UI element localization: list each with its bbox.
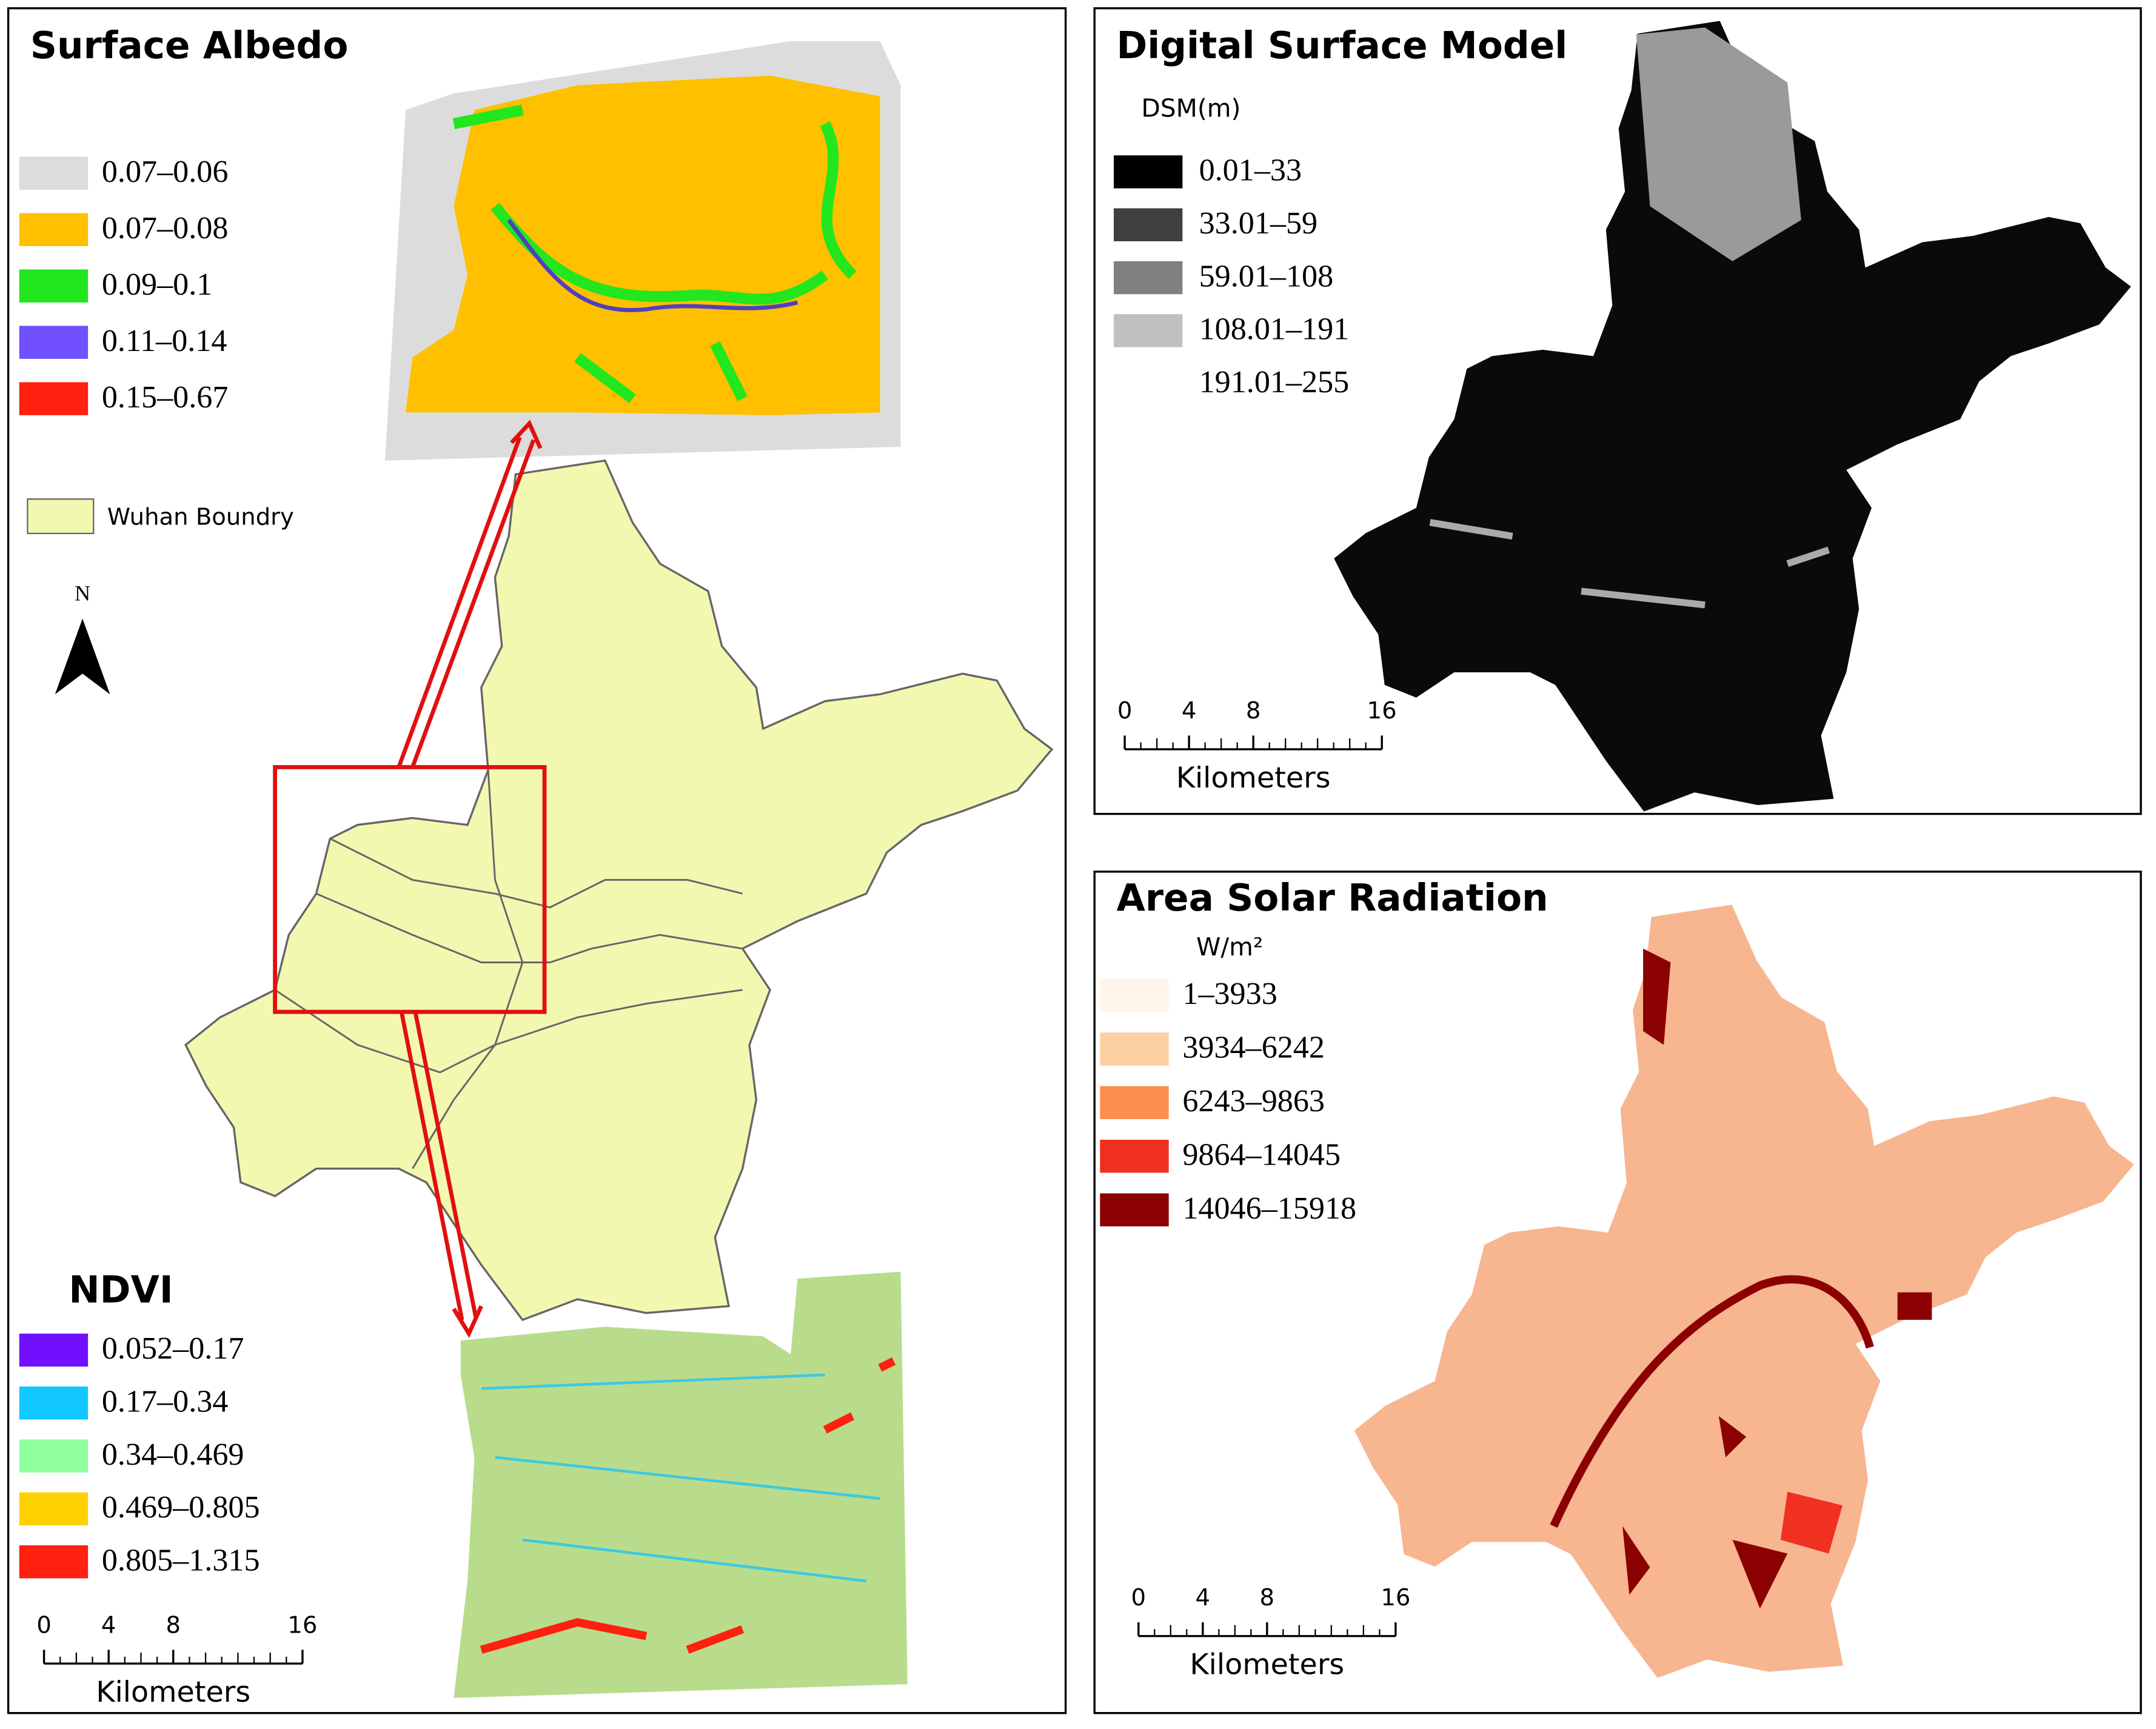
north-arrow bbox=[55, 618, 110, 695]
legend-swatch bbox=[19, 156, 89, 190]
arrow-down bbox=[399, 1011, 483, 1339]
boundary-label: Wuhan Boundry bbox=[107, 503, 294, 530]
albedo-title: Surface Albedo bbox=[30, 24, 349, 67]
legend-swatch bbox=[1113, 261, 1183, 295]
legend-label: 14046–15918 bbox=[1182, 1191, 1356, 1226]
boundary-swatch bbox=[27, 498, 95, 535]
legend-label: 0.052–0.17 bbox=[102, 1331, 244, 1366]
ndvi-highlights bbox=[480, 1357, 896, 1654]
dsm-hills bbox=[1429, 519, 1830, 609]
legend-label: 1–3933 bbox=[1182, 977, 1277, 1011]
legend-swatch bbox=[19, 213, 89, 246]
legend-swatch bbox=[1100, 978, 1169, 1012]
legend-label: 0.469–0.805 bbox=[102, 1490, 260, 1525]
legend-swatch bbox=[1100, 1193, 1169, 1226]
legend-label: 33.01–59 bbox=[1199, 206, 1318, 241]
legend-label: 0.07–0.08 bbox=[102, 211, 229, 246]
legend-label: 0.805–1.315 bbox=[102, 1543, 260, 1577]
scale-label: 4 bbox=[1182, 697, 1197, 724]
legend-swatch bbox=[19, 1492, 89, 1526]
north-label: N bbox=[75, 581, 90, 605]
ndvi-water bbox=[481, 1373, 880, 1583]
legend-label: 3934–6242 bbox=[1182, 1031, 1325, 1065]
scale-label: 0 bbox=[1131, 1584, 1147, 1611]
legend-label: 0.09–0.1 bbox=[102, 267, 212, 302]
solar-river bbox=[1550, 1275, 1874, 1528]
scale-label: 0 bbox=[36, 1611, 52, 1639]
ndvi-title: NDVI bbox=[69, 1268, 173, 1311]
scale-label: 8 bbox=[1246, 697, 1261, 724]
solar-hotspots bbox=[1622, 948, 1932, 1609]
legend-label: 0.01–33 bbox=[1199, 153, 1302, 188]
legend-swatch bbox=[19, 326, 89, 359]
ndvi-image bbox=[454, 1271, 908, 1698]
legend-swatch bbox=[19, 269, 89, 303]
scale-unit: Kilometers bbox=[1176, 761, 1331, 795]
legend-swatch bbox=[1113, 155, 1183, 189]
legend-label: 9864–14045 bbox=[1182, 1137, 1341, 1172]
legend-swatch bbox=[19, 382, 89, 415]
legend-swatch bbox=[1113, 314, 1183, 347]
dsm-unit: DSM(m) bbox=[1141, 93, 1240, 122]
solar-hot bbox=[1780, 1491, 1843, 1554]
albedo-vegetation bbox=[452, 104, 857, 403]
legend-swatch bbox=[1113, 367, 1183, 400]
district-lines bbox=[274, 769, 743, 1169]
legend-swatch bbox=[19, 1439, 89, 1473]
legend-label: 191.01–255 bbox=[1199, 365, 1350, 400]
legend-swatch bbox=[19, 1333, 89, 1367]
scale-unit: Kilometers bbox=[1190, 1648, 1344, 1682]
legend-label: 6243–9863 bbox=[1182, 1084, 1325, 1119]
legend-swatch bbox=[19, 1386, 89, 1420]
albedo-image bbox=[406, 75, 880, 415]
legend-label: 0.11–0.14 bbox=[102, 324, 227, 358]
albedo-river bbox=[507, 218, 798, 312]
legend-label: 0.07–0.06 bbox=[102, 155, 229, 189]
scale-label: 4 bbox=[101, 1611, 116, 1639]
scale-label: 16 bbox=[1381, 1584, 1410, 1611]
legend-swatch bbox=[1100, 1032, 1169, 1066]
legend-label: 0.17–0.34 bbox=[102, 1385, 229, 1419]
dsm-highlands bbox=[1636, 27, 1801, 261]
scale-label: 16 bbox=[287, 1611, 317, 1639]
scale-label: 16 bbox=[1367, 697, 1397, 724]
legend-swatch bbox=[1113, 208, 1183, 242]
scale-label: 0 bbox=[1117, 697, 1133, 724]
legend-swatch bbox=[19, 1545, 89, 1579]
legend-label: 59.01–108 bbox=[1199, 259, 1334, 293]
dsm-title: Digital Surface Model bbox=[1116, 24, 1567, 67]
scale-label: 8 bbox=[1260, 1584, 1275, 1611]
scale-label: 8 bbox=[166, 1611, 181, 1639]
legend-label: 0.15–0.67 bbox=[102, 380, 229, 415]
legend-swatch bbox=[1100, 1086, 1169, 1119]
legend-label: 0.34–0.469 bbox=[102, 1437, 244, 1472]
scale-label: 4 bbox=[1196, 1584, 1211, 1611]
scale-unit: Kilometers bbox=[96, 1676, 250, 1709]
legend-label: 108.01–191 bbox=[1199, 312, 1350, 347]
solar-title: Area Solar Radiation bbox=[1116, 877, 1548, 920]
legend-swatch bbox=[1100, 1140, 1169, 1173]
arrow-up bbox=[397, 420, 543, 768]
zoom-box bbox=[273, 765, 547, 1014]
solar-unit: W/m² bbox=[1196, 932, 1263, 961]
